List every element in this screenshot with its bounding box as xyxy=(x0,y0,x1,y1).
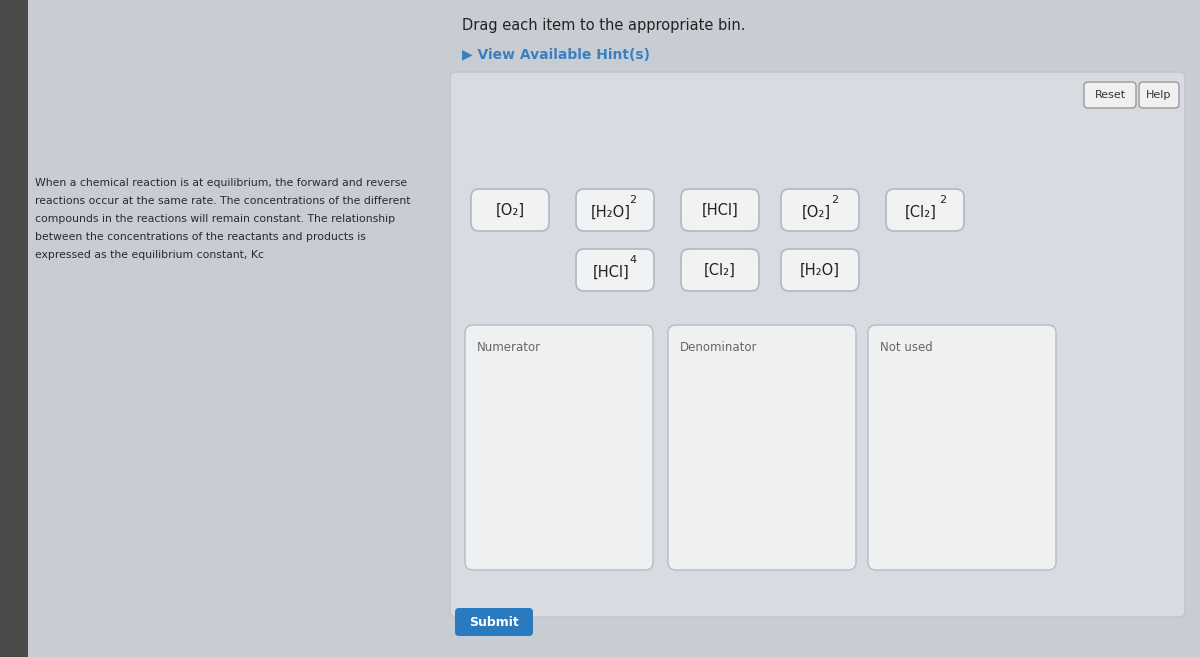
Text: Not used: Not used xyxy=(880,341,932,354)
Text: [HCl]: [HCl] xyxy=(702,202,738,217)
Text: Drag each item to the appropriate bin.: Drag each item to the appropriate bin. xyxy=(462,18,745,33)
FancyBboxPatch shape xyxy=(576,249,654,291)
Text: [HCl]: [HCl] xyxy=(593,265,629,279)
Text: [O₂]: [O₂] xyxy=(802,204,830,219)
Text: 4: 4 xyxy=(630,255,636,265)
FancyBboxPatch shape xyxy=(470,189,550,231)
FancyBboxPatch shape xyxy=(450,72,1186,617)
Text: compounds in the reactions will remain constant. The relationship: compounds in the reactions will remain c… xyxy=(35,214,395,224)
Text: expressed as the equilibrium constant, Kᴄ: expressed as the equilibrium constant, K… xyxy=(35,250,264,260)
FancyBboxPatch shape xyxy=(781,189,859,231)
FancyBboxPatch shape xyxy=(781,249,859,291)
FancyBboxPatch shape xyxy=(1084,82,1136,108)
Text: [Cl₂]: [Cl₂] xyxy=(905,204,937,219)
FancyBboxPatch shape xyxy=(576,189,654,231)
Text: [H₂O]: [H₂O] xyxy=(592,204,631,219)
Bar xyxy=(0,0,28,657)
Text: ▶ View Available Hint(s): ▶ View Available Hint(s) xyxy=(462,48,650,62)
Bar xyxy=(28,0,168,657)
FancyBboxPatch shape xyxy=(868,325,1056,570)
Text: reactions occur at the same rate. The concentrations of the different: reactions occur at the same rate. The co… xyxy=(35,196,410,206)
Text: When a chemical reaction is at equilibrium, the forward and reverse: When a chemical reaction is at equilibri… xyxy=(35,178,407,188)
FancyBboxPatch shape xyxy=(682,189,760,231)
FancyBboxPatch shape xyxy=(1139,82,1178,108)
FancyBboxPatch shape xyxy=(466,325,653,570)
FancyBboxPatch shape xyxy=(886,189,964,231)
Text: Reset: Reset xyxy=(1094,90,1126,100)
Text: Denominator: Denominator xyxy=(680,341,757,354)
Text: 2: 2 xyxy=(630,195,636,205)
Text: Numerator: Numerator xyxy=(478,341,541,354)
FancyBboxPatch shape xyxy=(682,249,760,291)
Text: 2: 2 xyxy=(940,195,947,205)
Text: [H₂O]: [H₂O] xyxy=(800,263,840,277)
Text: between the concentrations of the reactants and products is: between the concentrations of the reacta… xyxy=(35,232,366,242)
Text: Help: Help xyxy=(1146,90,1171,100)
Text: 2: 2 xyxy=(832,195,839,205)
FancyBboxPatch shape xyxy=(455,608,533,636)
Text: [Cl₂]: [Cl₂] xyxy=(704,263,736,277)
Text: [O₂]: [O₂] xyxy=(496,202,524,217)
FancyBboxPatch shape xyxy=(668,325,856,570)
Bar xyxy=(28,0,448,657)
Text: Submit: Submit xyxy=(469,616,518,629)
